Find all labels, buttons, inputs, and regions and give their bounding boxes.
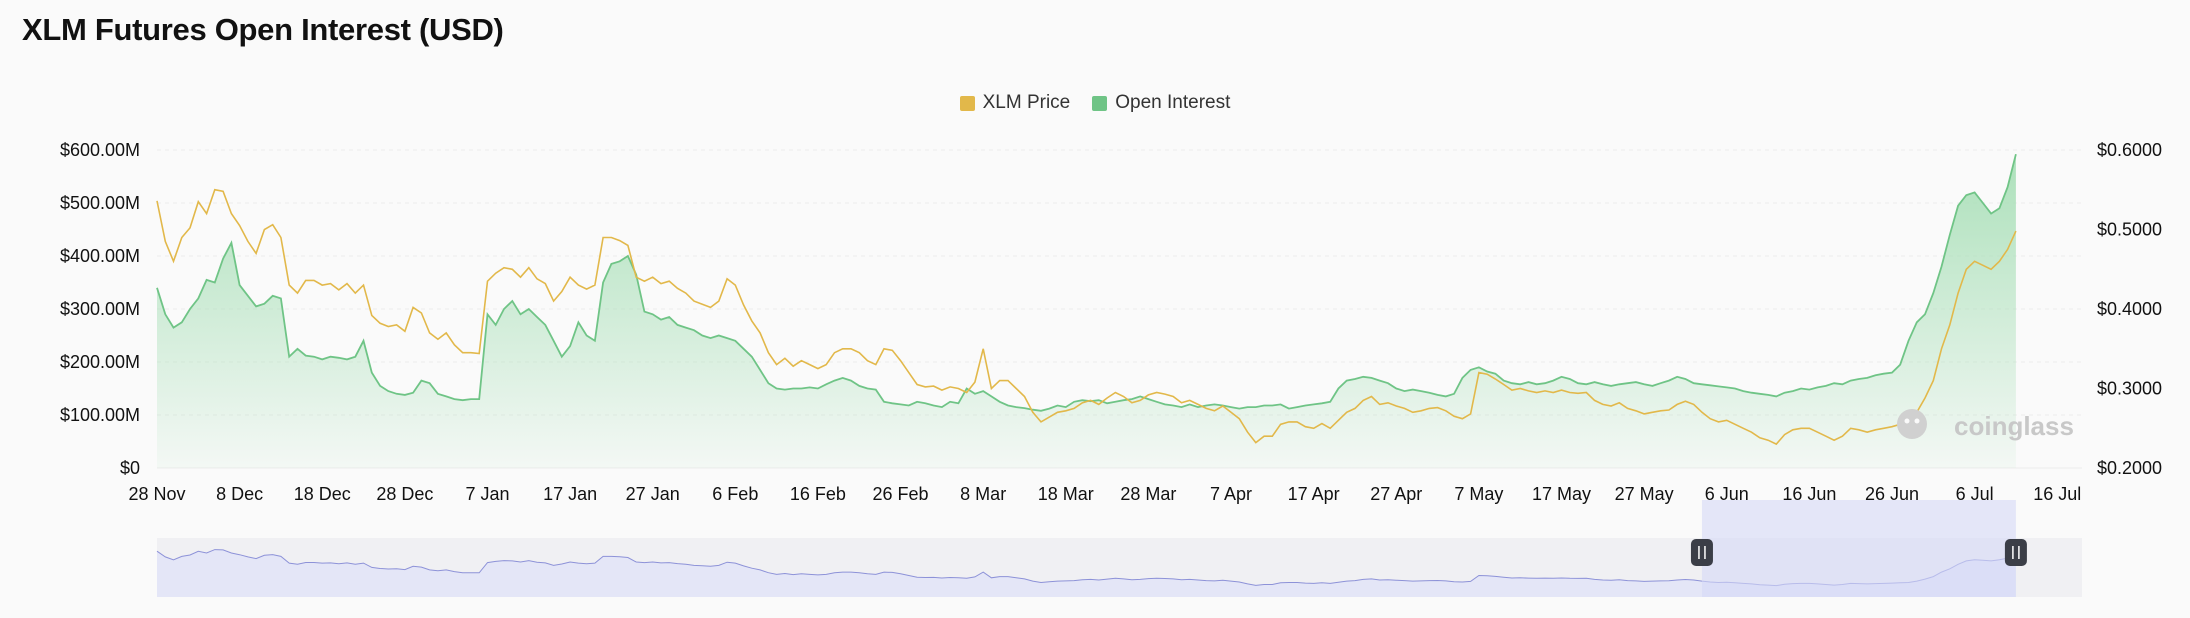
chart-legend: XLM Price Open Interest <box>0 92 2190 114</box>
watermark-logo-eye <box>1904 418 1910 424</box>
y-left-tick-label: $500.00M <box>60 193 140 213</box>
y-right-tick-label: $0.4000 <box>2097 299 2162 319</box>
x-tick-label: 26 Feb <box>873 484 929 504</box>
y-left-tick-label: $300.00M <box>60 299 140 319</box>
y-right-tick-label: $0.6000 <box>2097 140 2162 160</box>
navigator-handle-right[interactable] <box>2004 539 2027 566</box>
x-tick-label: 6 Feb <box>712 484 758 504</box>
x-tick-label: 7 Jan <box>465 484 509 504</box>
x-tick-label: 6 Jul <box>1956 484 1994 504</box>
x-tick-label: 16 Jun <box>1782 484 1836 504</box>
x-tick-label: 8 Dec <box>216 484 263 504</box>
y-left-tick-label: $0 <box>120 458 140 478</box>
y-left-tick-label: $100.00M <box>60 405 140 425</box>
legend-swatch-oi <box>1092 95 1108 111</box>
x-tick-label: 26 Jun <box>1865 484 1919 504</box>
legend-label-oi: Open Interest <box>1115 92 1231 113</box>
x-tick-label: 28 Nov <box>128 484 185 504</box>
legend-swatch-price <box>959 95 975 111</box>
x-tick-label: 18 Dec <box>294 484 351 504</box>
x-tick-label: 7 May <box>1454 484 1503 504</box>
legend-item-open-interest[interactable]: Open Interest <box>1092 92 1230 114</box>
y-right-tick-label: $0.5000 <box>2097 220 2162 240</box>
x-tick-label: 16 Jul <box>2033 484 2081 504</box>
x-tick-label: 17 May <box>1532 484 1591 504</box>
x-tick-label: 27 Jan <box>626 484 680 504</box>
open-interest-line <box>156 153 2017 412</box>
navigator-handle-left[interactable] <box>1690 539 1713 566</box>
page-title: XLM Futures Open Interest (USD) <box>22 12 504 47</box>
legend-label-price: XLM Price <box>982 92 1071 113</box>
x-tick-label: 6 Jun <box>1705 484 1749 504</box>
watermark-logo-eye <box>1914 418 1920 424</box>
navigator-selected-range[interactable] <box>1701 500 2016 597</box>
y-right-tick-label: $0.2000 <box>2097 458 2162 478</box>
xlm-price-line <box>156 188 2017 446</box>
x-tick-label: 28 Dec <box>376 484 433 504</box>
y-left-tick-label: $400.00M <box>60 246 140 266</box>
x-tick-label: 18 Mar <box>1038 484 1094 504</box>
x-tick-label: 7 Apr <box>1210 484 1252 504</box>
x-tick-label: 27 Apr <box>1370 484 1422 504</box>
legend-item-xlm-price[interactable]: XLM Price <box>959 92 1071 114</box>
x-tick-label: 16 Feb <box>790 484 846 504</box>
y-left-tick-label: $200.00M <box>60 352 140 372</box>
x-tick-label: 17 Jan <box>543 484 597 504</box>
x-tick-label: 28 Mar <box>1120 484 1176 504</box>
x-tick-label: 8 Mar <box>960 484 1006 504</box>
watermark-text: coinglass <box>1954 411 2074 441</box>
open-interest-area <box>157 154 2016 468</box>
y-right-tick-label: $0.3000 <box>2097 379 2162 399</box>
y-left-tick-label: $600.00M <box>60 140 140 160</box>
x-tick-label: 27 May <box>1615 484 1674 504</box>
navigator-area <box>157 549 2016 597</box>
x-tick-label: 17 Apr <box>1288 484 1340 504</box>
watermark-logo-icon <box>1897 409 1927 439</box>
